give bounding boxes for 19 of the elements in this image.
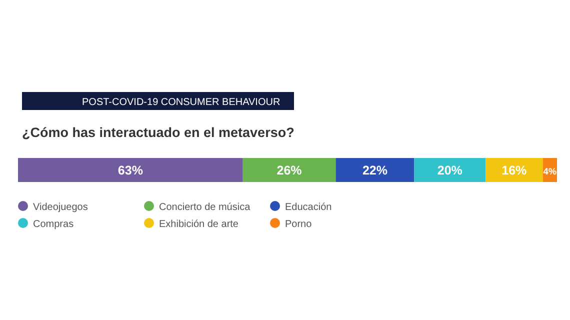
data-label: 16%	[502, 164, 527, 178]
data-label: 63%	[118, 164, 143, 178]
bar	[414, 158, 486, 182]
data-label: 26%	[276, 164, 302, 178]
chart-subtitle: POST-COVID-19 CONSUMER BEHAVIOUR	[82, 97, 280, 108]
bar	[242, 158, 336, 182]
legend-label: Exhibición de arte	[159, 219, 239, 230]
bar	[18, 158, 243, 182]
bar	[486, 158, 543, 182]
legend-label: Concierto de música	[159, 202, 251, 213]
legend-label: Videojuegos	[33, 202, 88, 213]
data-label: 20%	[437, 164, 462, 178]
bar	[336, 158, 414, 182]
legend-label: Porno	[285, 219, 312, 230]
legend-label: Educación	[285, 202, 332, 213]
data-label: 4%	[543, 166, 557, 176]
legend-label: Compras	[33, 219, 74, 230]
data-label: 22%	[362, 164, 388, 178]
chart-title: ¿Cómo has interactuado en el metaverso?	[22, 125, 294, 140]
